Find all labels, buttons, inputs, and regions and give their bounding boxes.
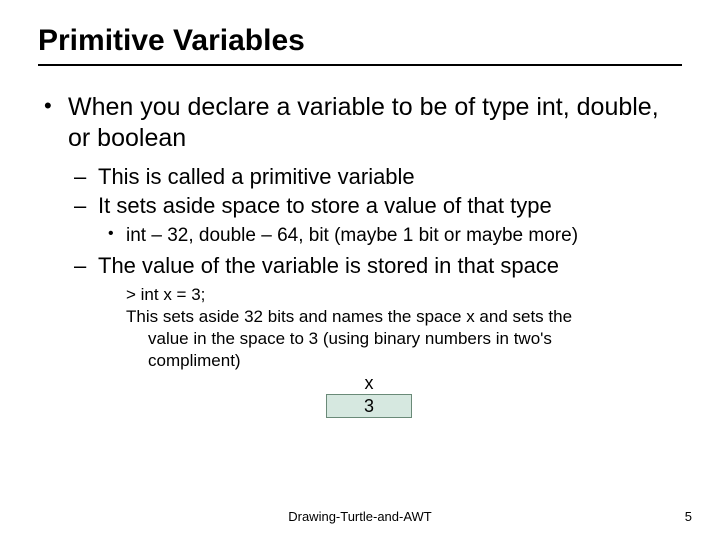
code-example: > int x = 3; This sets aside 32 bits and…	[98, 284, 682, 418]
variable-diagram: x 3	[326, 374, 412, 418]
subsub-bullet-text: int – 32, double – 64, bit (maybe 1 bit …	[126, 225, 578, 246]
sub-bullet-text: This is called a primitive variable	[98, 164, 415, 189]
code-line: value in the space to 3 (using binary nu…	[126, 328, 682, 350]
variable-value-box: 3	[326, 394, 412, 418]
bullet-list-level2: This is called a primitive variable It s…	[68, 163, 682, 418]
bullet-list-level3: int – 32, double – 64, bit (maybe 1 bit …	[98, 224, 682, 249]
bullet-text: When you declare a variable to be of typ…	[68, 93, 659, 152]
slide-footer: Drawing-Turtle-and-AWT	[0, 509, 720, 524]
sub-bullet-item: This is called a primitive variable	[68, 163, 682, 191]
sub-bullet-text: The value of the variable is stored in t…	[98, 253, 559, 278]
variable-name-label: x	[326, 374, 412, 394]
code-line: compliment)	[126, 350, 682, 372]
code-line: > int x = 3;	[126, 284, 682, 306]
slide-title: Primitive Variables	[38, 24, 682, 66]
page-number: 5	[685, 509, 692, 524]
bullet-list-level1: When you declare a variable to be of typ…	[38, 92, 682, 418]
sub-bullet-item: It sets aside space to store a value of …	[68, 192, 682, 248]
code-line: This sets aside 32 bits and names the sp…	[126, 306, 682, 328]
bullet-item: When you declare a variable to be of typ…	[38, 92, 682, 418]
sub-bullet-text: It sets aside space to store a value of …	[98, 193, 552, 218]
sub-bullet-item: The value of the variable is stored in t…	[68, 252, 682, 418]
subsub-bullet-item: int – 32, double – 64, bit (maybe 1 bit …	[98, 224, 682, 249]
